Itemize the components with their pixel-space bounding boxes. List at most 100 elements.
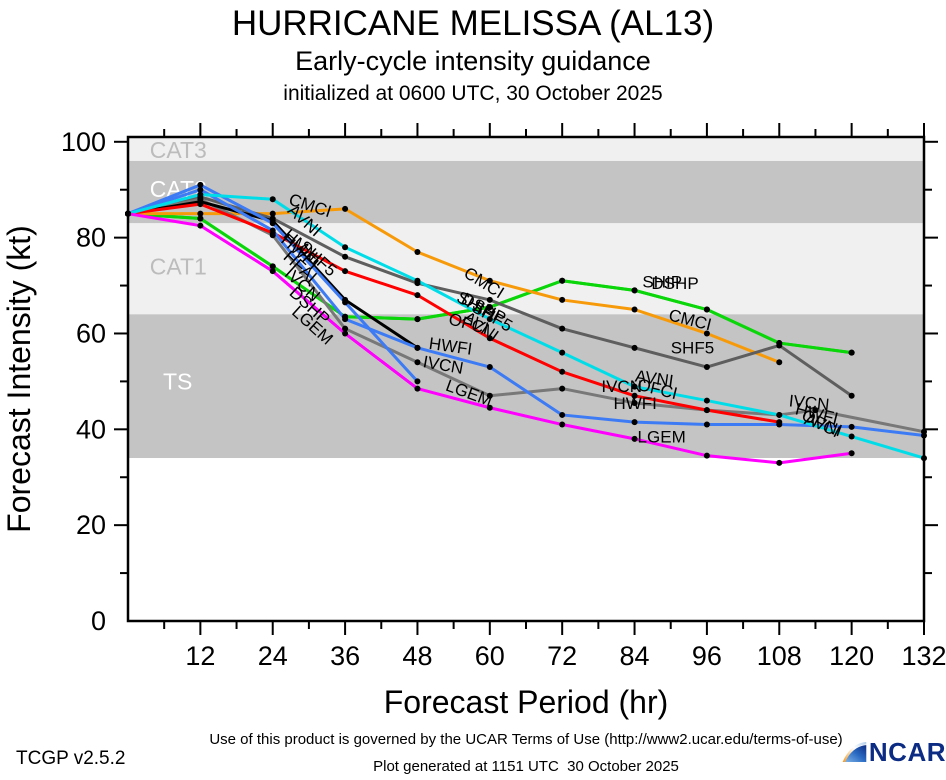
data-point-SHF5: [848, 392, 855, 399]
y-tick-label: 40: [76, 414, 106, 444]
data-point-HWFI: [559, 411, 566, 418]
series-label-DSHP: DSHP: [651, 274, 698, 293]
series-label-HWFI: HWFI: [613, 394, 656, 413]
data-point-HFAI: [197, 181, 204, 188]
series-label-IVCN: IVCN: [601, 377, 642, 396]
data-point-SHF5: [631, 344, 638, 351]
data-point-AVNI: [342, 244, 349, 251]
data-point-HWFI: [269, 227, 276, 234]
data-point-DSHP: [848, 349, 855, 356]
data-point-SHF5: [776, 342, 783, 349]
data-point-DSHP: [631, 287, 638, 294]
data-point-LGEM: [269, 268, 276, 275]
y-axis-label: Forecast Intensity (kt): [1, 225, 37, 533]
data-point-HWFI: [197, 186, 204, 193]
data-point-DSHP: [559, 277, 566, 284]
band-TS: [128, 314, 924, 459]
data-point-HWFI: [414, 344, 421, 351]
series-OFCI-line: [127, 202, 780, 424]
data-point-HFAI: [414, 378, 421, 385]
data-point-LGEM: [486, 404, 493, 411]
x-tick-label: 12: [185, 641, 215, 671]
data-point-SHF5: [342, 253, 349, 260]
data-point-CMCI: [269, 210, 276, 217]
band-CAT3: [128, 137, 924, 161]
y-tick-label: 0: [91, 606, 106, 636]
ncar-logo-text: NCAR: [868, 736, 946, 767]
data-point-SHF5: [703, 364, 710, 371]
data-point-DSHP: [269, 263, 276, 270]
ncar-swoosh-icon: [842, 742, 867, 762]
data-point-HWFI: [631, 419, 638, 426]
data-point-AVNI: [197, 191, 204, 198]
data-point-OFCI: [342, 268, 349, 275]
data-point-OFCI: [414, 292, 421, 299]
data-point-AVNI: [559, 349, 566, 356]
data-point-AVNI: [703, 397, 710, 404]
data-point-AVNI: [269, 196, 276, 203]
generated-timestamp-text: Plot generated at 1151 UTC 30 October 20…: [373, 758, 679, 775]
plot-subtitle: Early-cycle intensity guidance: [295, 46, 651, 76]
band-label-TS: TS: [163, 368, 192, 394]
data-point-DSHP: [197, 215, 204, 222]
data-point-HWFI: [703, 421, 710, 428]
data-point-CMCI: [414, 249, 421, 256]
data-point-AVNI: [848, 433, 855, 440]
ncar-logo: NCAR: [842, 729, 946, 775]
data-point-OFCI: [486, 335, 493, 342]
data-point-CMCI: [703, 330, 710, 337]
terms-of-use-text: Use of this product is governed by the U…: [209, 731, 843, 748]
y-tick-label: 100: [61, 127, 106, 157]
x-axis-label: Forecast Period (hr): [384, 684, 669, 720]
band-label-CAT3: CAT3: [150, 137, 207, 163]
x-tick-label: 84: [620, 641, 650, 671]
x-tick-label: 60: [475, 641, 505, 671]
data-point-IVCN: [559, 385, 566, 392]
series-label-LGEM: LGEM: [638, 428, 686, 447]
data-point-HWFI: [848, 423, 855, 430]
data-point-AVNI: [414, 277, 421, 284]
data-point-OFCI: [559, 368, 566, 375]
x-tick-label: 132: [901, 641, 946, 671]
data-point-CMCI: [197, 210, 204, 217]
data-point-HWFI: [776, 421, 783, 428]
data-point-OFCI: [703, 407, 710, 414]
x-tick-label: 72: [547, 641, 577, 671]
data-point-LGEM: [342, 330, 349, 337]
x-tick-label: 96: [692, 641, 722, 671]
series-label-SHIP: SHIP: [642, 272, 682, 291]
band-label-CAT1: CAT1: [150, 253, 207, 279]
data-point-DSHP: [486, 304, 493, 311]
data-point-IVCN: [414, 359, 421, 366]
data-point-CMCI: [631, 306, 638, 313]
data-point-LGEM: [631, 435, 638, 442]
plot-title: HURRICANE MELISSA (AL13): [231, 4, 715, 43]
plot-frame: [126, 135, 926, 623]
data-point-SHF5: [486, 296, 493, 303]
data-point-DSHP: [414, 316, 421, 323]
data-point-SHF5: [559, 325, 566, 332]
band-below-TS: [128, 458, 924, 621]
data-point-HFAI: [269, 220, 276, 227]
tcgp-version-text: TCGP v2.5.2: [16, 748, 126, 769]
series-label-SHF5: SHF5: [671, 339, 714, 358]
y-tick-label: 60: [76, 318, 106, 348]
data-point-LGEM: [559, 421, 566, 428]
data-point-HFAI: [342, 299, 349, 306]
plot-init-line: initialized at 0600 UTC, 30 October 2025: [283, 82, 663, 105]
data-point-LGEM: [414, 385, 421, 392]
data-point-CMCI: [559, 296, 566, 303]
data-point-AVNI: [631, 383, 638, 390]
x-tick-label: 24: [258, 641, 288, 671]
data-point-HWFI: [342, 316, 349, 323]
series-HWFI-line: [127, 188, 925, 438]
data-point-LGEM: [848, 450, 855, 457]
data-point-IVCN: [486, 392, 493, 399]
x-tick-label: 48: [402, 641, 432, 671]
x-tick-label: 120: [829, 641, 874, 671]
data-point-AVNI: [486, 316, 493, 323]
data-point-AVNI: [776, 411, 783, 418]
data-point-IVCN: [342, 325, 349, 332]
